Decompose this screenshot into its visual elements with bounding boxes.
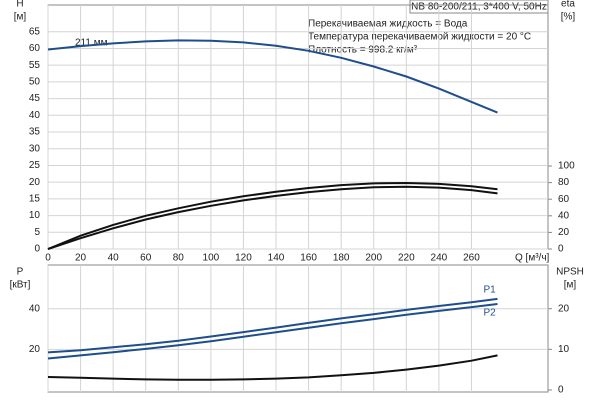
y-tick-label: 0	[34, 244, 40, 255]
y-tick-label: 20	[29, 177, 41, 188]
y2-label: eta	[561, 0, 575, 10]
x-tick-label: 20	[75, 253, 87, 264]
x-tick-label: 220	[398, 253, 415, 264]
annotation: Перекачиваемая жидкость = Вода	[308, 19, 468, 30]
y-tick-label: 10	[29, 210, 41, 221]
x-tick-label: 140	[268, 253, 285, 264]
x-tick-label: 100	[203, 253, 220, 264]
x-tick-label: 160	[300, 253, 317, 264]
y2-tick-label: 100	[558, 161, 575, 172]
series-line	[47, 303, 498, 360]
y2-tick-label: 20	[558, 227, 570, 238]
y-unit: [кВт]	[10, 280, 31, 291]
y2-unit: [%]	[561, 12, 576, 23]
series-line	[47, 181, 498, 250]
y2-tick-label: 0	[558, 244, 564, 255]
x-tick-label: 120	[235, 253, 252, 264]
series-line	[47, 185, 498, 250]
curve-label: 211 мм	[75, 38, 108, 49]
x-tick-label: 200	[365, 253, 382, 264]
x-label: Q [м³/ч]	[515, 253, 550, 264]
annotation: Плотность = 998.2 кг/м³	[308, 45, 418, 56]
series-label: P1	[484, 285, 497, 296]
y2-unit: [м]	[564, 280, 577, 291]
y-tick-label: 65	[29, 26, 41, 37]
y-tick-label: 40	[29, 110, 41, 121]
y-tick-label: 40	[29, 303, 41, 314]
x-tick-label: 60	[140, 253, 152, 264]
y2-tick-label: 20	[558, 303, 570, 314]
x-tick-label: 40	[108, 253, 120, 264]
y-tick-label: 50	[29, 77, 41, 88]
y-tick-label: 20	[29, 344, 41, 355]
x-tick-label: 260	[463, 253, 480, 264]
series-line	[47, 297, 498, 354]
x-tick-label: 80	[173, 253, 185, 264]
y2-tick-label: 40	[558, 210, 570, 221]
y-label: H	[16, 0, 23, 10]
series-line	[47, 354, 498, 381]
x-tick-label: 0	[45, 253, 51, 264]
y-tick-label: 60	[29, 43, 41, 54]
y-tick-label: 45	[29, 93, 41, 104]
chart-title: NB 80-200/211, 3*400 V, 50Hz	[411, 2, 547, 13]
y-tick-label: 5	[34, 227, 40, 238]
y-tick-label: 25	[29, 160, 41, 171]
x-tick-label: 240	[431, 253, 448, 264]
y2-tick-label: 80	[558, 177, 570, 188]
y-label: P	[17, 267, 24, 278]
series-label: P2	[484, 308, 497, 319]
y-tick-label: 35	[29, 127, 41, 138]
y2-tick-label: 0	[558, 385, 564, 396]
series-line	[47, 39, 498, 114]
y2-tick-label: 10	[558, 344, 570, 355]
y2-tick-label: 60	[558, 194, 570, 205]
y-tick-label: 30	[29, 143, 41, 154]
y-unit: [м]	[14, 12, 27, 23]
x-tick-label: 180	[333, 253, 350, 264]
y2-label: NPSH	[556, 267, 584, 278]
y-tick-label: 55	[29, 60, 41, 71]
annotation: Температура перекачиваемой жидкости = 20…	[308, 32, 531, 43]
y-tick-label: 15	[29, 194, 41, 205]
